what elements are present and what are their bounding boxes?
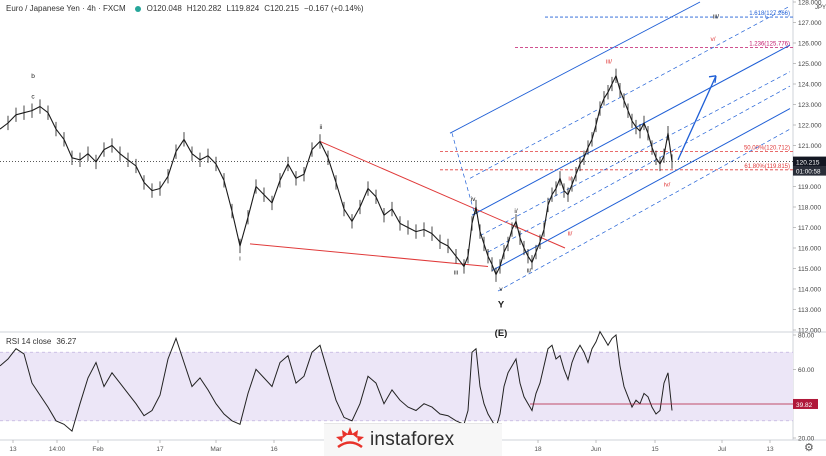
- price-tick-label: 125.000: [798, 61, 822, 68]
- channel-line: [487, 85, 791, 253]
- price-tick-label: 128.000: [798, 0, 822, 7]
- brand-name: instaforex: [370, 429, 455, 450]
- time-tick-label: 14:00: [49, 446, 66, 453]
- wedge-lower-line: [249, 243, 489, 267]
- rsi-band: [0, 352, 793, 421]
- rsi-value-tag: [793, 398, 818, 409]
- current-price-text: 120.215: [796, 160, 820, 167]
- ohlc-low: L119.824: [226, 4, 260, 13]
- time-tick-label: 18: [534, 446, 542, 453]
- channel-line: [449, 1, 701, 134]
- rsi-legend: RSI 14 close 36.27: [6, 337, 81, 346]
- price-tick-label: 127.000: [798, 20, 822, 27]
- price-axis-currency: JPY: [815, 5, 826, 11]
- wave-label: iv: [471, 196, 476, 203]
- time-tick-label: Feb: [92, 446, 104, 453]
- price-tick-label: 126.000: [798, 41, 822, 48]
- time-tick-label: Mar: [210, 446, 222, 453]
- fib-level-label: 61.80%(119.815): [744, 164, 790, 170]
- time-tick-label: Jul: [718, 446, 727, 453]
- time-tick-label: Jun: [591, 446, 602, 453]
- countdown-tag: [793, 166, 826, 176]
- current-price-tag: [793, 156, 826, 167]
- wedge-upper-line: [319, 140, 566, 249]
- channel-line: [469, 5, 791, 179]
- price-tick-label: 121.000: [798, 143, 822, 150]
- ohlc-open: O120.048: [146, 4, 182, 13]
- rsi-tick-label: 20.00: [798, 436, 815, 443]
- price-tick-label: 122.000: [798, 123, 822, 130]
- price-tick-label: 115.000: [798, 266, 821, 273]
- time-tick-label: 17: [156, 446, 164, 453]
- fib-level-label: 50.00%(120.712): [744, 145, 790, 151]
- chart-legend: Euro / Japanese Yen · 4h · FXCM O120.048 H…: [6, 4, 369, 13]
- price-tick-label: 113.000: [798, 307, 821, 314]
- price-tick-label: 116.000: [798, 246, 821, 253]
- wave-label: Y: [498, 299, 505, 310]
- ohlc-change: −0.167 (+0.14%): [303, 4, 364, 13]
- watermark-banner: instaforex: [324, 423, 502, 456]
- rsi-tick-label: 60.00: [798, 367, 815, 374]
- market-status-dot: [134, 5, 141, 12]
- symbol-title[interactable]: Euro / Japanese Yen · 4h · FXCM: [6, 4, 126, 13]
- time-tick-label: 16: [270, 446, 278, 453]
- time-tick-label: 13: [766, 446, 774, 453]
- wave-label: i/: [568, 175, 571, 182]
- channel-line: [471, 44, 791, 216]
- instaforex-logo-icon: [336, 427, 364, 449]
- rsi-tick-label: 80.00: [798, 333, 815, 340]
- wave-label: c: [31, 93, 35, 100]
- projection-arrow-line: [677, 75, 717, 161]
- fib-level-label: 1.618(127.266): [749, 11, 790, 17]
- ohlc-high: H120.282: [186, 4, 222, 13]
- settings-gear-icon[interactable]: ⚙: [804, 442, 814, 454]
- wave-label: ii: [320, 124, 323, 131]
- wave-label: ii/: [568, 231, 573, 238]
- price-tick-label: 124.000: [798, 82, 822, 89]
- channel-edge-line: [451, 133, 476, 216]
- wave-label: iii: [454, 270, 458, 277]
- wave-label: ii/: [527, 268, 532, 275]
- wave-label: i: [239, 255, 240, 262]
- wave-label: v/: [710, 36, 715, 43]
- wave-label: iii/: [713, 13, 719, 20]
- rsi-line[interactable]: [0, 330, 673, 432]
- price-tick-label: 123.000: [798, 102, 822, 109]
- channel-line: [491, 108, 791, 271]
- rsi-label[interactable]: RSI 14 close: [6, 337, 52, 346]
- rsi-value: 36.27: [56, 337, 77, 346]
- channel-line: [479, 71, 791, 237]
- price-tick-label: 118.000: [798, 205, 821, 212]
- rsi-value-tag-text: 39.82: [796, 402, 813, 409]
- time-tick-label: 13: [9, 446, 17, 453]
- wave-label: v: [499, 286, 503, 293]
- price-tick-label: 117.000: [798, 225, 821, 232]
- wave-label: iv/: [664, 182, 671, 189]
- time-tick-label: 15: [651, 446, 659, 453]
- countdown-text: 01:00:58: [796, 169, 821, 176]
- wave-label: i/: [514, 208, 517, 215]
- fib-level-label: 1.236(125.776): [749, 42, 790, 48]
- price-tick-label: 114.000: [798, 287, 821, 294]
- ohlc-close: C120.215: [264, 4, 299, 13]
- wave-label: iii/: [606, 59, 612, 66]
- projection-arrowhead: [708, 75, 717, 83]
- wave-label: (E): [495, 328, 508, 339]
- price-tick-label: 119.000: [798, 184, 821, 191]
- wave-label: b: [31, 73, 35, 80]
- price-tick-label: 112.000: [798, 328, 821, 335]
